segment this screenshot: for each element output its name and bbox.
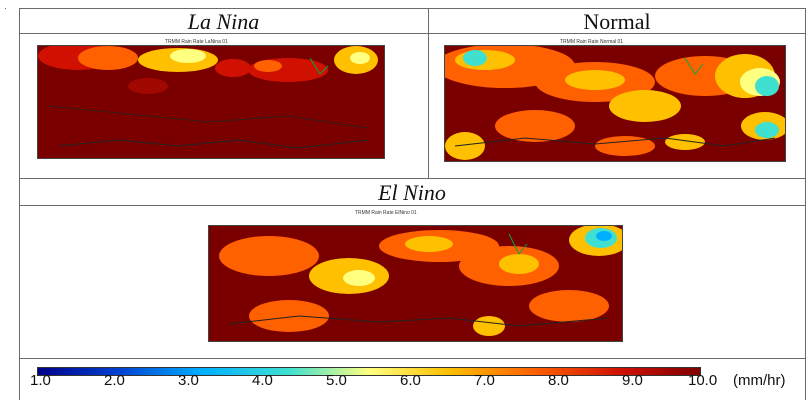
grid-line [428, 8, 429, 178]
map-title-normal: TRMM Rain Rate Normal 01 [560, 39, 624, 45]
grid-line [19, 8, 20, 400]
colorbar-tick: 6.0 [400, 372, 421, 389]
grid-line [19, 178, 805, 179]
map-title-la-nina: TRMM Rain Rate LaNina 01 [165, 39, 228, 45]
grid-line [19, 358, 805, 359]
colorbar-tick: 10.0 [688, 372, 718, 389]
grid-line [19, 33, 805, 34]
colorbar-tick: 1.0 [30, 372, 51, 389]
map-el-nino [208, 225, 623, 342]
colorbar-tick: 9.0 [622, 372, 643, 389]
colorbar-unit: (mm/hr) [733, 372, 786, 389]
colorbar-tick: 5.0 [326, 372, 347, 389]
panel-title-la-nina: La Nina [187, 9, 260, 34]
corner-mark: · [4, 3, 7, 13]
colorbar-tick: 4.0 [252, 372, 273, 389]
colorbar [37, 367, 701, 376]
panel-title-el-nino: El Nino [378, 180, 446, 205]
colorbar-tick: 7.0 [474, 372, 495, 389]
map-title-el-nino: TRMM Rain Rate ElNino 01 [355, 210, 417, 216]
panel-title-normal: Normal [583, 9, 651, 34]
grid-line [19, 205, 805, 206]
grid-line [19, 8, 805, 9]
colorbar-tick: 8.0 [548, 372, 569, 389]
map-la-nina [37, 45, 385, 159]
colorbar-tick: 2.0 [104, 372, 125, 389]
map-normal [444, 45, 786, 162]
colorbar-tick: 3.0 [178, 372, 199, 389]
